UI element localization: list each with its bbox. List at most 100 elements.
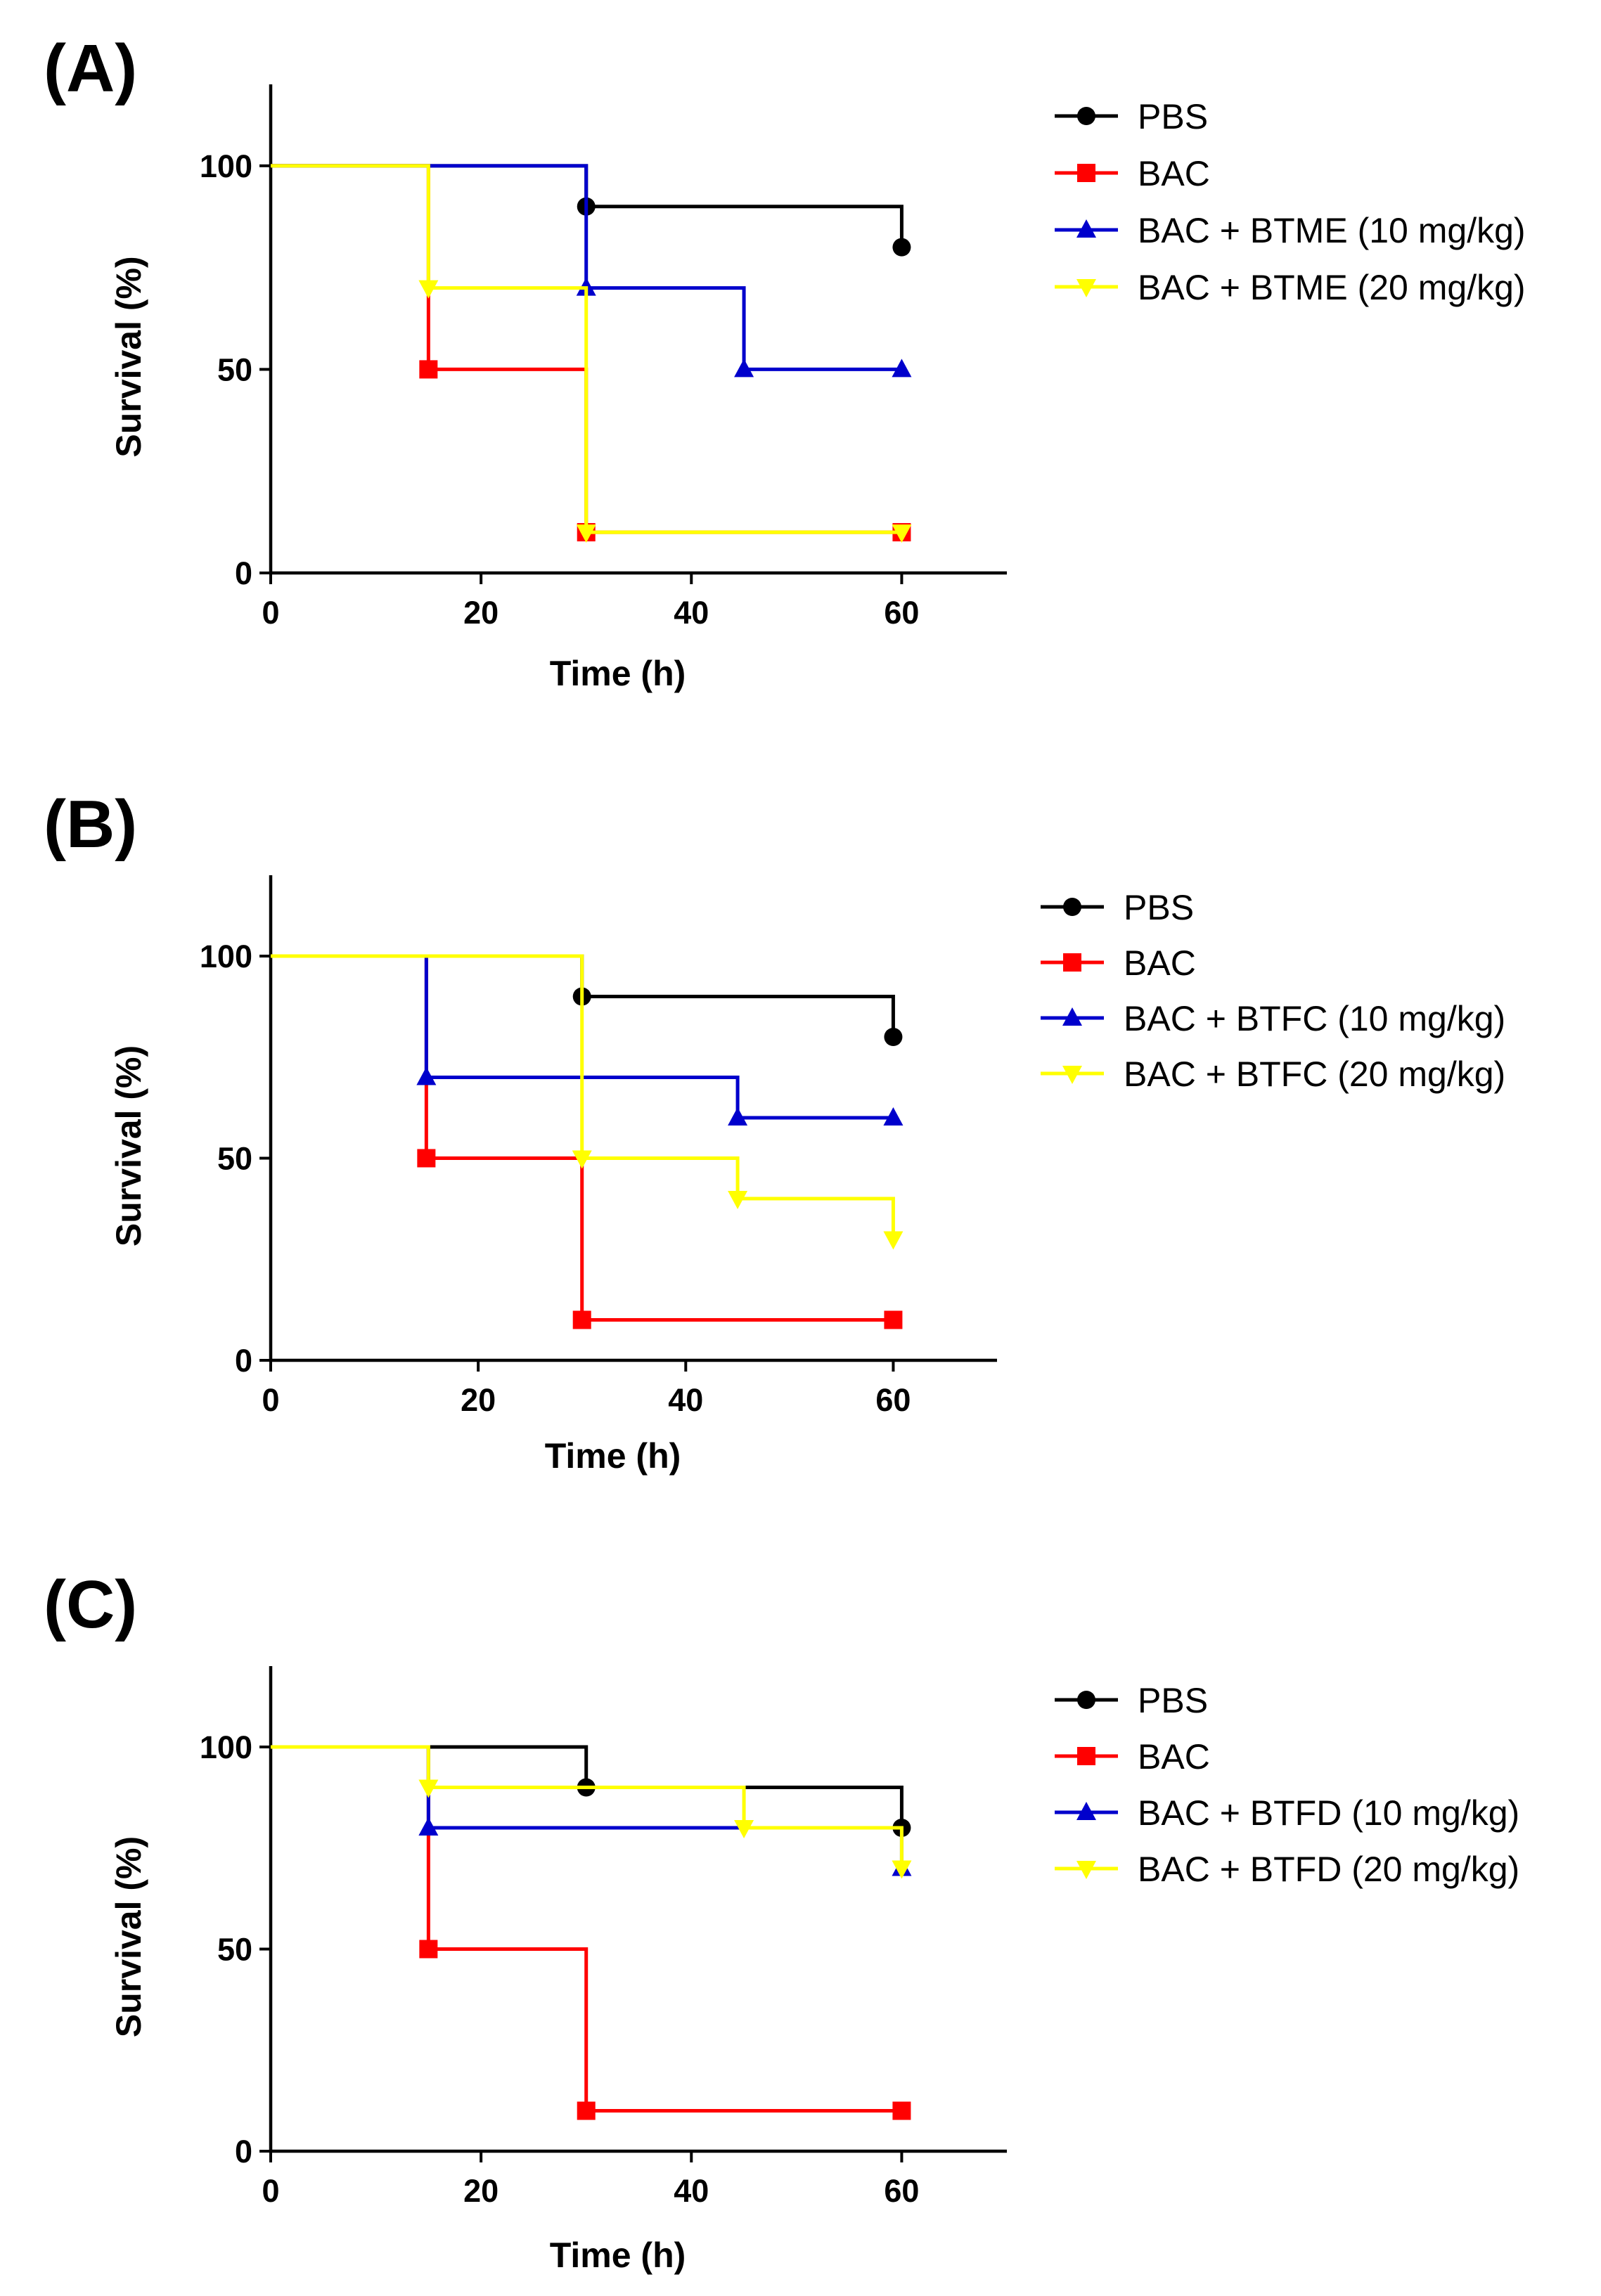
legend-item: PBS (1055, 97, 1208, 136)
x-tick-label: 0 (262, 2173, 279, 2209)
panel-a: (A) 0 20 40 60 0 50 100 Time (h) Survival (%) PBS B… (44, 31, 1526, 693)
legend-marker (1076, 1802, 1096, 1820)
data-point (577, 2101, 596, 2120)
legend-item: PBS (1055, 1681, 1208, 1720)
series-line (271, 954, 895, 1239)
x-tick-label: 0 (262, 595, 279, 631)
x-tick-label: 20 (463, 595, 499, 631)
legend-marker (1076, 219, 1096, 238)
series-2 (271, 164, 912, 378)
y-tick-label: 0 (235, 2134, 252, 2169)
y-axis-title: Survival (%) (109, 1836, 148, 2037)
series-2 (271, 954, 904, 1126)
y-tick-label: 0 (235, 1343, 252, 1379)
legend-marker (1076, 279, 1096, 297)
x-tick-label: 40 (674, 595, 709, 631)
legend-marker (1063, 898, 1081, 916)
series-3 (271, 1745, 912, 1879)
data-point (417, 1149, 436, 1168)
legend-label: BAC + BTFC (20 mg/kg) (1124, 1055, 1505, 1094)
data-point (734, 359, 754, 378)
x-axis-title: Time (h) (550, 654, 686, 693)
series-line (271, 1745, 902, 2113)
legend-marker (1062, 1007, 1082, 1026)
y-tick-label: 50 (217, 1141, 252, 1177)
y-tick-label: 100 (200, 939, 252, 974)
legend-item: BAC (1055, 1737, 1210, 1776)
y-tick-label: 50 (217, 352, 252, 387)
x-tick-label: 20 (461, 1382, 496, 1418)
x-axis-title: Time (h) (550, 2236, 686, 2275)
x-axis-title: Time (h) (545, 1436, 681, 1476)
series-line (271, 164, 902, 371)
data-point (728, 1107, 748, 1126)
data-point (416, 1066, 437, 1085)
x-tick-label: 60 (884, 2173, 919, 2209)
series-0 (271, 1745, 911, 1837)
legend-marker (1076, 1861, 1096, 1879)
panel-b: (B) 0 20 40 60 0 50 100 Time (h) Survival (%) PBS B… (44, 787, 1505, 1476)
legend-marker (1077, 1691, 1095, 1709)
legend-item: BAC + BTFC (20 mg/kg) (1041, 1055, 1505, 1094)
data-point (892, 2101, 911, 2120)
data-point (418, 280, 439, 299)
legend-item: BAC + BTFC (10 mg/kg) (1041, 999, 1505, 1038)
legend-label: PBS (1138, 1681, 1208, 1720)
y-tick-label: 50 (217, 1932, 252, 1968)
series-1 (271, 164, 911, 542)
x-tick-label: 20 (463, 2173, 499, 2209)
panel-label: (A) (44, 31, 137, 106)
series-1 (271, 1745, 911, 2120)
legend-label: BAC + BTME (10 mg/kg) (1138, 211, 1526, 250)
legend-marker (1077, 107, 1095, 125)
data-point (892, 524, 912, 543)
legend-item: PBS (1041, 888, 1194, 927)
data-point (572, 1310, 591, 1329)
data-point (884, 1310, 903, 1329)
x-tick-label: 40 (674, 2173, 709, 2209)
legend-label: BAC + BTFD (20 mg/kg) (1138, 1850, 1519, 1889)
y-axis-title: Survival (%) (109, 256, 148, 457)
x-tick-label: 0 (262, 1382, 279, 1418)
legend-marker (1062, 1066, 1082, 1084)
data-point (734, 1820, 754, 1838)
legend-label: PBS (1124, 888, 1194, 927)
legend-item: BAC (1055, 154, 1210, 193)
data-point (728, 1191, 748, 1209)
data-point (892, 359, 912, 378)
series-line (271, 164, 902, 534)
data-point (892, 1860, 912, 1879)
legend-item: BAC (1041, 943, 1196, 983)
legend-label: PBS (1138, 97, 1208, 136)
series-3 (271, 954, 904, 1250)
legend-marker (1063, 953, 1081, 972)
x-tick-label: 40 (668, 1382, 703, 1418)
legend-item: BAC + BTFD (20 mg/kg) (1055, 1850, 1519, 1889)
legend-item: BAC + BTME (20 mg/kg) (1055, 268, 1526, 307)
legend-marker (1077, 1747, 1095, 1765)
panel-label: (C) (44, 1567, 137, 1642)
data-point (884, 1028, 903, 1046)
legend-label: BAC + BTFD (10 mg/kg) (1138, 1793, 1519, 1833)
panel-label: (B) (44, 787, 137, 862)
legend-label: BAC (1138, 154, 1210, 193)
y-tick-label: 100 (200, 148, 252, 184)
x-tick-label: 60 (875, 1382, 911, 1418)
y-axis-title: Survival (%) (109, 1045, 148, 1246)
series-3 (271, 164, 912, 543)
data-point (419, 360, 438, 379)
legend-label: BAC (1138, 1737, 1210, 1776)
data-point (883, 1107, 904, 1126)
legend-item: BAC + BTFD (10 mg/kg) (1055, 1793, 1519, 1833)
y-tick-label: 0 (235, 555, 252, 591)
legend-item: BAC + BTME (10 mg/kg) (1055, 211, 1526, 250)
legend-label: BAC + BTFC (10 mg/kg) (1124, 999, 1505, 1038)
data-point (419, 1940, 438, 1959)
series-line (271, 1745, 904, 1869)
legend-marker (1077, 164, 1095, 182)
legend-label: BAC + BTME (20 mg/kg) (1138, 268, 1526, 307)
y-tick-label: 100 (200, 1729, 252, 1765)
data-point (892, 238, 911, 257)
data-point (883, 1231, 904, 1250)
